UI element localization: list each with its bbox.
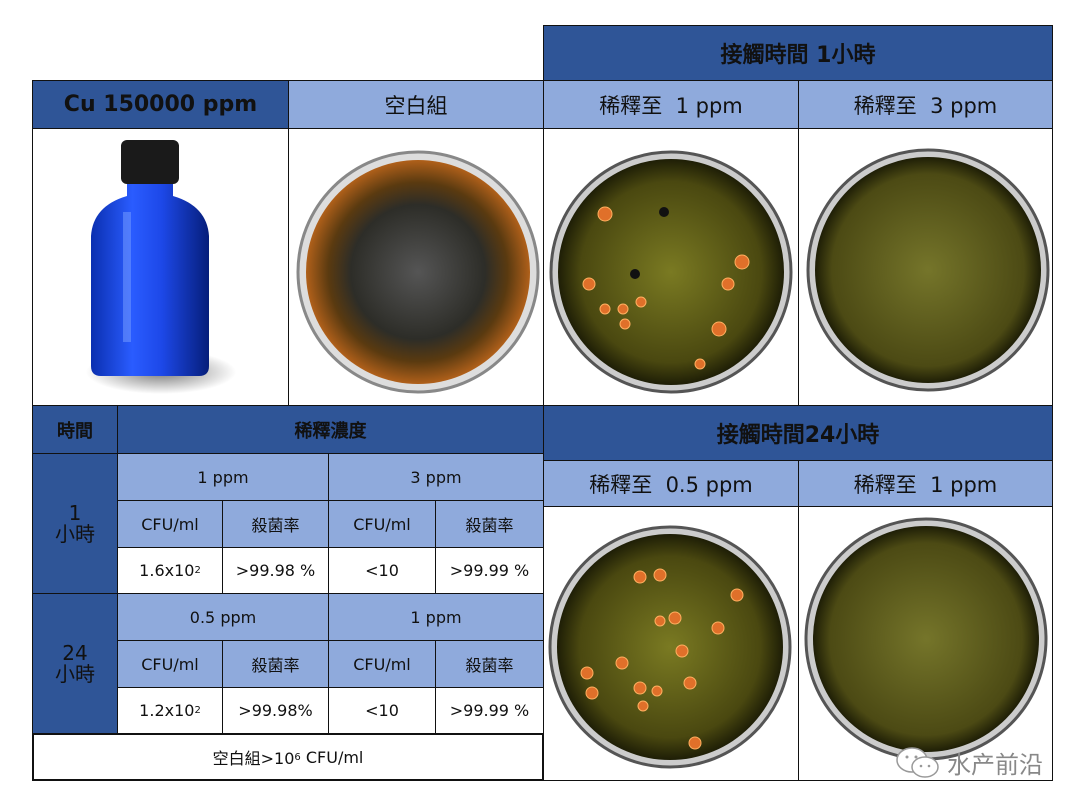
cell-text: 殺菌率 xyxy=(465,656,514,675)
rate-value: >99.99 % xyxy=(435,547,544,594)
cfu-label: CFU/ml xyxy=(328,500,436,548)
header-dilute-1ppm-24h: 稀釋至 1 ppm xyxy=(798,460,1053,507)
cfu-value: 1.2x10 2 xyxy=(117,687,223,734)
rate-label: 殺菌率 xyxy=(435,640,544,688)
cell-text: 1 ppm xyxy=(197,467,249,487)
rate-label: 殺菌率 xyxy=(435,500,544,548)
cfu-value: <10 xyxy=(328,687,436,734)
cell-text: CFU/ml xyxy=(300,747,364,767)
header-text: Cu 150000 ppm xyxy=(63,92,258,117)
cell-text: 3 ppm xyxy=(410,467,462,487)
cell-text: CFU/ml xyxy=(353,654,411,674)
header-cu: Cu 150000 ppm xyxy=(32,80,289,129)
header-dilute-0.5ppm-24h: 稀釋至 0.5 ppm xyxy=(543,460,799,507)
header-text: 稀釋至 1 ppm xyxy=(853,472,998,497)
concentration-header: 稀釋濃度 xyxy=(117,405,544,454)
cfu-value: 1.6x10 2 xyxy=(117,547,223,594)
exponent: 6 xyxy=(294,751,301,763)
cell-text: >99.98 % xyxy=(235,561,316,580)
cell-text: >99.99 % xyxy=(449,701,530,720)
time-1h: 1 小時 xyxy=(32,453,118,594)
dish-3ppm-1h-image xyxy=(798,128,1053,406)
watermark-text: 水产前沿 xyxy=(947,751,1043,779)
header-dilute-3ppm-1h: 稀釋至 3 ppm xyxy=(798,80,1053,129)
header-text: 稀釋至 0.5 ppm xyxy=(589,472,753,497)
cell-text: 殺菌率 xyxy=(465,516,514,535)
header-text: 接觸時間24小時 xyxy=(716,423,880,448)
cell-text: CFU/ml xyxy=(141,654,199,674)
header-text: 接觸時間 1小時 xyxy=(720,43,876,68)
cfu-label: CFU/ml xyxy=(117,640,223,688)
header-text: 空白組 xyxy=(384,93,448,118)
bottle-image xyxy=(32,128,289,406)
cell-text: CFU/ml xyxy=(141,514,199,534)
cell-text: 0.5 ppm xyxy=(189,607,257,627)
dish-1ppm-1h-image xyxy=(543,128,799,406)
conc-cell: 3 ppm xyxy=(328,453,544,501)
header-contact-24h: 接觸時間24小時 xyxy=(543,405,1053,461)
time-number: 1 xyxy=(68,500,82,525)
time-header: 時間 xyxy=(32,405,118,454)
header-text: 時間 xyxy=(57,420,93,442)
cell-text: 空白組>10 xyxy=(212,749,295,768)
time-unit: 小時 xyxy=(55,521,95,546)
cell-text: 1 ppm xyxy=(410,607,462,627)
cell-text: 殺菌率 xyxy=(251,656,300,675)
cell-text: 1.6x10 xyxy=(139,561,195,580)
header-dilute-1ppm-1h: 稀釋至 1 ppm xyxy=(543,80,799,129)
cfu-value: <10 xyxy=(328,547,436,594)
dish-1ppm-24h-image xyxy=(798,506,1053,781)
cell-text: <10 xyxy=(365,701,399,720)
header-text: 稀釋至 3 ppm xyxy=(853,93,998,118)
cell-text: >99.98% xyxy=(238,701,313,720)
wechat-icon xyxy=(896,746,939,778)
conc-cell: 1 ppm xyxy=(328,593,544,641)
cell-text: 殺菌率 xyxy=(251,516,300,535)
conc-cell: 1 ppm xyxy=(117,453,329,501)
header-text: 稀釋至 1 ppm xyxy=(599,93,743,118)
rate-value: >99.98% xyxy=(222,687,329,734)
blank-dish-image xyxy=(288,128,544,406)
header-text: 稀釋濃度 xyxy=(294,420,367,442)
blank-footer: 空白組>10 6 CFU/ml xyxy=(32,733,544,781)
exponent: 2 xyxy=(194,705,201,716)
cell-text: 1.2x10 xyxy=(139,701,195,720)
cell-text: CFU/ml xyxy=(353,514,411,534)
cfu-label: CFU/ml xyxy=(328,640,436,688)
cell-text: >99.99 % xyxy=(449,561,530,580)
cell-text: <10 xyxy=(365,561,399,580)
cfu-label: CFU/ml xyxy=(117,500,223,548)
rate-value: >99.98 % xyxy=(222,547,329,594)
exponent: 2 xyxy=(194,565,201,576)
rate-value: >99.99 % xyxy=(435,687,544,734)
header-contact-1h: 接觸時間 1小時 xyxy=(543,25,1053,81)
rate-label: 殺菌率 xyxy=(222,640,329,688)
time-24h: 24 小時 xyxy=(32,593,118,734)
header-blank: 空白組 xyxy=(288,80,544,129)
watermark: 水产前沿 xyxy=(895,745,1043,780)
time-unit: 小時 xyxy=(55,661,95,686)
conc-cell: 0.5 ppm xyxy=(117,593,329,641)
rate-label: 殺菌率 xyxy=(222,500,329,548)
time-number: 24 xyxy=(62,640,88,665)
dish-0.5ppm-24h-image xyxy=(543,506,799,781)
